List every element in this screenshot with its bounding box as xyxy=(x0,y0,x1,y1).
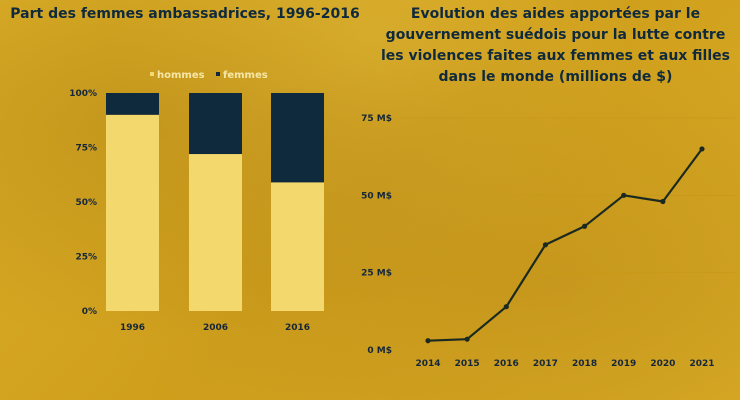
x-tick-label: 2016 xyxy=(494,359,519,369)
bar-femmes-2006 xyxy=(189,93,242,155)
legend-marker-femmes xyxy=(216,72,220,76)
data-point-2021 xyxy=(699,146,705,152)
data-point-2016 xyxy=(503,304,509,310)
x-tick-label: 2014 xyxy=(415,359,440,369)
x-tick-label: 2019 xyxy=(611,359,636,369)
bar-femmes-2016 xyxy=(271,93,324,183)
bar-hommes-2016 xyxy=(271,182,324,311)
x-tick-label: 2018 xyxy=(572,359,597,369)
bar-hommes-2006 xyxy=(189,154,242,311)
data-point-2015 xyxy=(464,336,470,342)
bar-chart: 0% 25% 50% 75% 100% 1996 2006 2016 hommes femmes xyxy=(69,70,324,333)
y-tick-label: 25 M$ xyxy=(361,269,392,279)
y-tick-label: 50% xyxy=(75,198,97,208)
x-tick-label: 1996 xyxy=(120,323,145,333)
legend-label-hommes: hommes xyxy=(157,70,205,81)
bar-chart-title: Part des femmes ambassadrices, 1996-2016 xyxy=(10,6,360,22)
data-point-2014 xyxy=(425,338,431,344)
x-tick-label: 2021 xyxy=(689,359,714,369)
y-tick-label: 0% xyxy=(82,307,97,317)
data-point-2017 xyxy=(542,242,549,248)
y-tick-label: 100% xyxy=(69,89,97,99)
y-tick-label: 75 M$ xyxy=(361,114,392,124)
x-tick-label: 2016 xyxy=(285,323,310,333)
data-point-2019 xyxy=(621,192,627,198)
bar-hommes-1996 xyxy=(106,114,159,311)
x-tick-label: 2006 xyxy=(203,323,228,333)
legend-marker-hommes xyxy=(150,72,154,76)
y-tick-label: 75% xyxy=(75,144,97,154)
x-tick-label: 2017 xyxy=(533,359,558,369)
data-point-2018 xyxy=(581,223,588,229)
y-tick-label: 25% xyxy=(75,253,97,263)
y-tick-label: 50 M$ xyxy=(361,191,392,201)
y-tick-label: 0 M$ xyxy=(367,346,392,356)
legend-label-femmes: femmes xyxy=(223,70,268,81)
x-tick-label: 2015 xyxy=(455,359,480,369)
series-line xyxy=(427,148,703,342)
x-tick-label: 2020 xyxy=(650,359,675,369)
line-chart-title: Evolution des aides apportées par le gou… xyxy=(380,6,730,85)
bar-femmes-1996 xyxy=(106,93,159,115)
data-point-2020 xyxy=(660,198,666,205)
